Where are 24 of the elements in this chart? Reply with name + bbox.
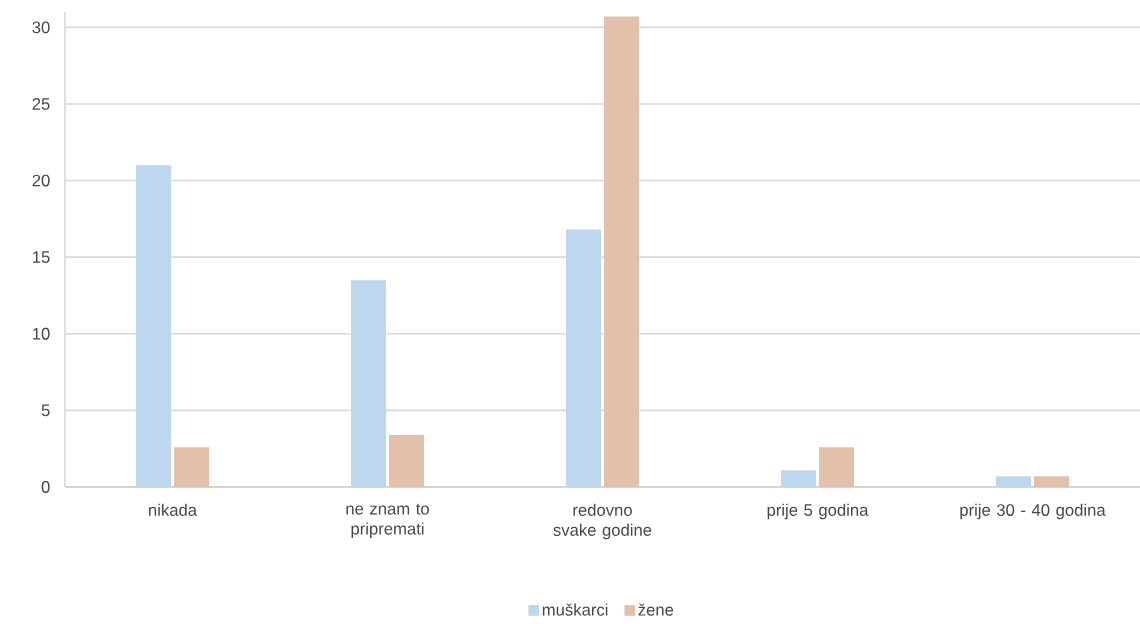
y-tick-label: 15 [33,251,50,263]
bar [351,280,386,487]
y-tick-label: 25 [32,98,50,110]
y-tick-label: 0 [41,481,50,493]
bar [1033,476,1069,487]
x-tick-label: prije 5 godina [767,503,869,520]
bar [174,447,209,487]
bar [995,476,1031,487]
legend-label: muškarci [542,603,608,616]
x-tick-label: prije 30 - 40 godina [960,503,1106,520]
bar [566,229,601,487]
bar [389,434,424,487]
bar [780,470,816,487]
bar [818,447,854,487]
bar [604,16,639,487]
y-tick-label: 30 [32,21,50,34]
y-tick-label: 5 [41,404,50,417]
bar [136,165,171,487]
x-tick-label: redovno svake godine [553,503,652,540]
x-tick-label: nikada [149,503,198,516]
y-tick-label: 10 [33,327,50,340]
legend-label: žene [638,603,674,616]
x-tick-label: ne znam to pripremati [346,503,429,538]
y-tick-label: 20 [32,174,50,187]
